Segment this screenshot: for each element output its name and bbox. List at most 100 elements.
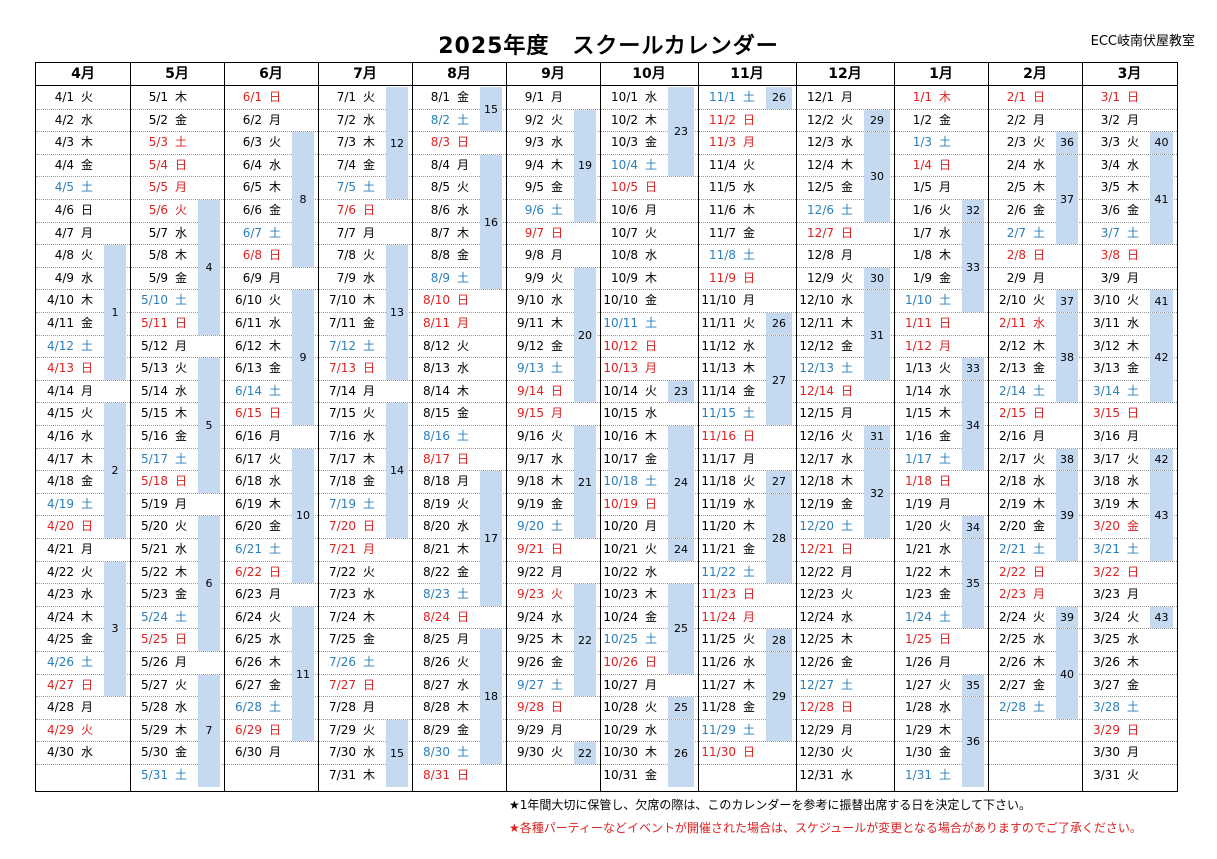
weekday-cell: 日 — [1127, 564, 1140, 579]
weekday-cell: 日 — [1033, 90, 1046, 104]
row-divider — [130, 176, 224, 178]
row-divider — [412, 605, 506, 607]
row-divider — [600, 741, 698, 743]
row-divider — [130, 515, 224, 517]
week-number-band: 26 — [668, 719, 694, 787]
week-number-band: 37 — [1056, 290, 1078, 312]
row-divider — [988, 425, 1082, 426]
row-divider — [894, 447, 988, 449]
weekday-cell: 土 — [363, 655, 376, 669]
date-cell: 5/12 — [141, 338, 168, 353]
row-divider — [988, 131, 1082, 133]
weekday-cell: 水 — [269, 157, 282, 172]
weekday-cell: 土 — [81, 338, 94, 353]
date-cell: 10/5 — [611, 180, 638, 195]
row-divider — [318, 470, 412, 472]
weekday-cell: 水 — [363, 429, 376, 443]
date-cell: 12/30 — [799, 745, 834, 760]
row-divider — [412, 357, 506, 359]
date-cell: 1/6 — [912, 203, 932, 217]
row-divider — [894, 560, 988, 562]
month-column: 4 5 6 7 5/1 木 5/2 金 5/3 土 5/4 日 5/5 月 5/6 火 5/7 水 5/8 木 5/9 金… — [130, 86, 224, 791]
weekday-cell: 金 — [743, 542, 756, 556]
week-number-band: 36 — [962, 697, 984, 787]
row-divider — [318, 425, 412, 426]
date-cell: 6/15 — [235, 406, 262, 421]
row-divider — [796, 199, 894, 200]
date-cell: 2/22 — [999, 564, 1026, 579]
date-cell: 1/22 — [905, 564, 932, 579]
date-cell: 4/1 — [54, 90, 74, 104]
weekday-cell: 金 — [743, 383, 756, 398]
date-cell: 11/25 — [701, 632, 736, 647]
row-divider — [36, 628, 130, 630]
weekday-cell: 月 — [269, 429, 282, 443]
date-cell: 8/15 — [423, 406, 450, 421]
row-divider — [988, 357, 1082, 359]
week-number-band: 10 — [292, 448, 314, 584]
weekday-cell: 日 — [81, 677, 94, 692]
date-cell: 4/29 — [47, 722, 74, 737]
row-divider — [796, 560, 894, 562]
row-divider — [224, 108, 318, 110]
row-divider — [412, 108, 506, 110]
row-divider — [796, 379, 894, 381]
weekday-cell: 水 — [81, 429, 94, 443]
date-cell: 2/4 — [1006, 157, 1026, 172]
weekday-cell: 金 — [1033, 203, 1046, 217]
week-number-band: 2 — [104, 403, 126, 538]
row-divider — [698, 741, 796, 743]
row-divider — [600, 538, 698, 539]
weekday-cell: 火 — [551, 270, 564, 285]
row-divider — [36, 741, 130, 743]
date-cell: 6/22 — [235, 564, 262, 579]
row-divider — [894, 673, 988, 675]
weekday-cell: 金 — [1127, 519, 1140, 534]
row-divider — [318, 673, 412, 675]
row-divider — [796, 402, 894, 404]
date-cell: 5/6 — [148, 203, 168, 217]
date-cell: 6/13 — [235, 361, 262, 376]
row-divider — [318, 696, 412, 698]
row-divider — [36, 312, 130, 313]
weekday-cell: 木 — [841, 632, 854, 647]
date-cell: 11/22 — [701, 564, 736, 579]
weekday-cell: 月 — [363, 700, 376, 715]
weekday-cell: 木 — [939, 248, 952, 263]
row-divider — [318, 108, 412, 110]
row-divider — [412, 221, 506, 223]
date-cell: 12/23 — [799, 587, 834, 602]
date-cell: 11/5 — [709, 180, 736, 195]
date-cell: 12/26 — [799, 655, 834, 669]
weekday-cell: 土 — [645, 474, 658, 489]
weekday-cell: 月 — [743, 293, 756, 308]
weekday-cell: 土 — [1033, 700, 1046, 715]
date-cell: 6/21 — [235, 542, 262, 556]
row-divider — [130, 221, 224, 223]
date-cell: 7/20 — [329, 519, 356, 534]
date-cell: 6/5 — [242, 180, 262, 195]
row-divider — [130, 651, 224, 652]
date-cell: 5/30 — [141, 745, 168, 760]
row-divider — [224, 764, 318, 765]
date-cell: 6/14 — [235, 383, 262, 398]
date-cell: 12/14 — [799, 383, 834, 398]
weekday-cell: 火 — [1127, 293, 1140, 308]
row-divider — [894, 718, 988, 720]
weekday-cell: 火 — [81, 564, 94, 579]
weekday-cell: 日 — [457, 768, 470, 782]
date-cell: 8/24 — [423, 609, 450, 624]
row-divider — [318, 266, 412, 268]
month-column: 15 16 17 18 8/1 金 8/2 土 8/3 日 8/4 月 8/5 火 8/6 水 8/7 木 8/8 金… — [412, 86, 506, 791]
weekday-cell: 水 — [645, 564, 658, 579]
row-divider — [796, 628, 894, 630]
date-cell: 10/3 — [611, 135, 638, 150]
row-divider — [130, 718, 224, 720]
month-header: 7月 — [318, 63, 412, 86]
weekday-cell: 木 — [939, 722, 952, 737]
row-divider — [698, 357, 796, 359]
date-cell: 6/27 — [235, 677, 262, 692]
date-cell: 3/28 — [1093, 700, 1120, 715]
week-number-band — [104, 87, 126, 244]
weekday-cell: 金 — [645, 135, 658, 150]
